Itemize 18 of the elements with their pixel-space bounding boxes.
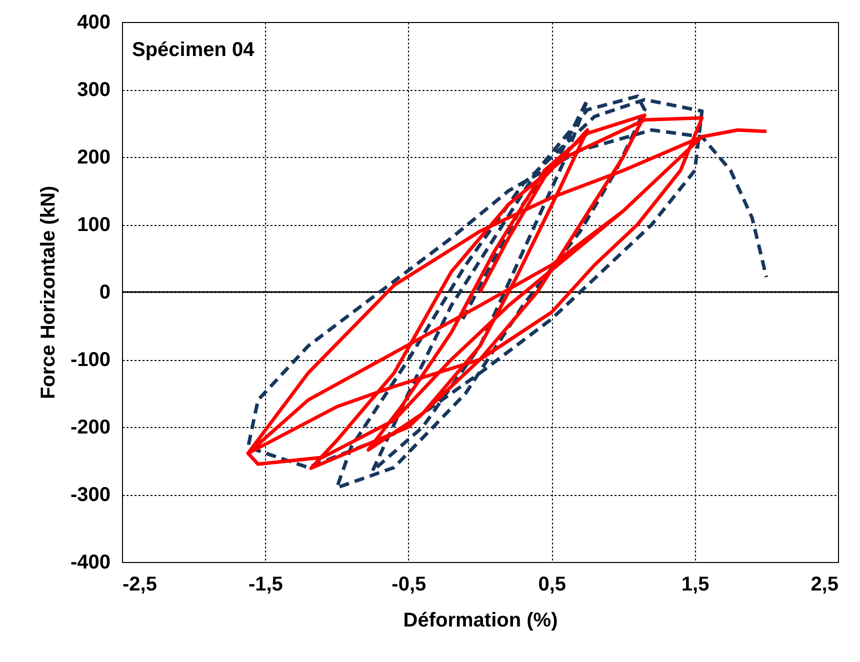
y-tick-label: 400 <box>77 12 110 34</box>
x-axis-title: Déformation (%) <box>403 610 558 632</box>
x-tick-label: -2,5 <box>122 574 157 596</box>
y-tick-label: -400 <box>70 552 110 574</box>
y-axis-title: Force Horizontale (kN) <box>37 186 60 400</box>
y-tick-label: 200 <box>77 146 110 168</box>
y-tick-label: 300 <box>77 79 110 101</box>
y-tick-label: 0 <box>99 282 110 304</box>
y-tick-label: -100 <box>70 349 110 371</box>
text: Spécimen 04 <box>132 39 256 61</box>
x-tick-label: -1,5 <box>248 574 283 596</box>
y-tick-label: 100 <box>77 214 110 236</box>
x-tick-label: -0,5 <box>392 574 426 596</box>
y-tick-label: -200 <box>70 416 110 438</box>
x-tick-label: 2,5 <box>810 574 838 596</box>
x-tick-label: 0,5 <box>538 574 566 596</box>
x-tick-label: 1,5 <box>681 574 710 596</box>
y-tick-label: -300 <box>70 484 110 506</box>
